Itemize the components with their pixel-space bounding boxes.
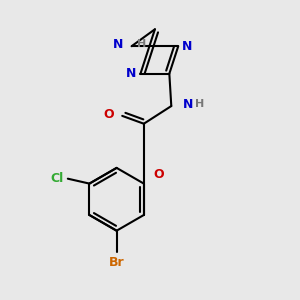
Text: H: H: [195, 99, 204, 109]
Text: Cl: Cl: [51, 172, 64, 185]
Text: N: N: [126, 67, 136, 80]
Text: N: N: [113, 38, 124, 51]
Text: O: O: [104, 108, 114, 122]
Text: Br: Br: [109, 256, 124, 269]
Text: H: H: [137, 39, 147, 49]
Text: N: N: [182, 40, 193, 53]
Text: O: O: [154, 168, 164, 181]
Text: N: N: [183, 98, 194, 111]
